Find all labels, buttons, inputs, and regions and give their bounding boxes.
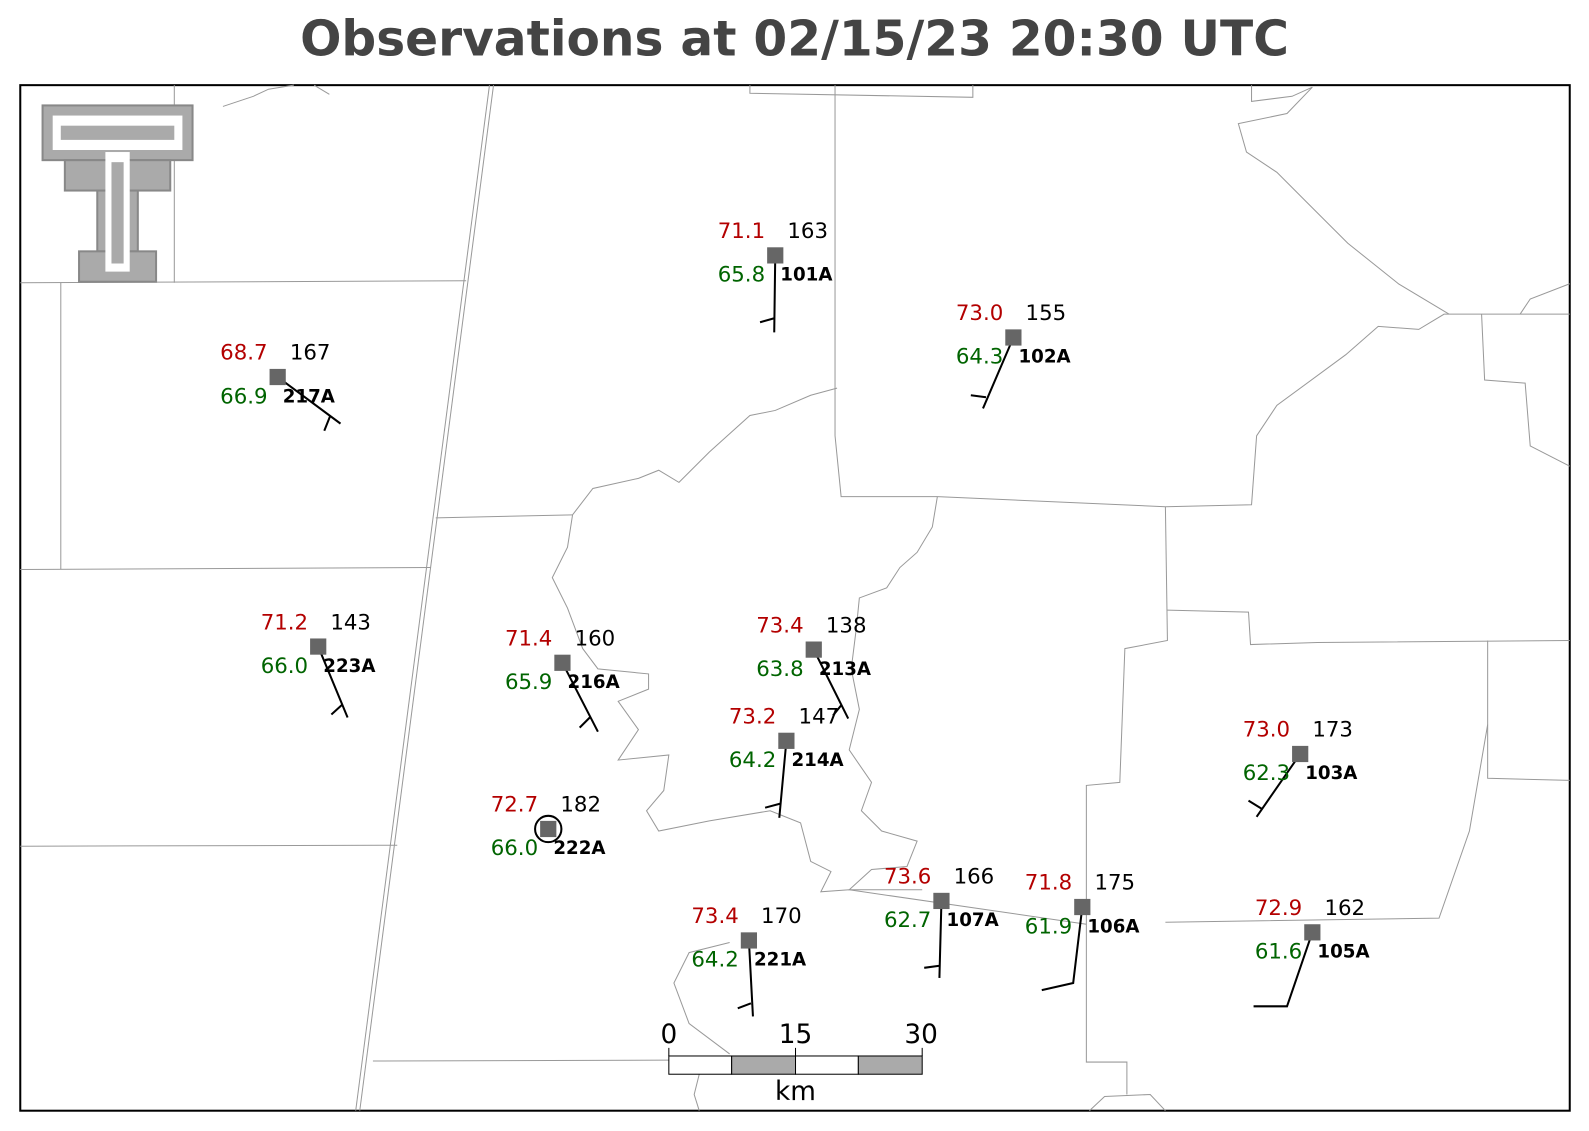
pressure: 155	[1026, 301, 1067, 326]
temperature: 72.9	[1255, 896, 1302, 921]
stations: 71.1 163 65.8 101A 73.0 155 64.3 102A 68.7 167 66.…	[220, 219, 1370, 973]
dewpoint: 64.2	[729, 748, 776, 773]
dewpoint: 63.8	[756, 657, 803, 682]
station-id: 101A	[780, 265, 833, 286]
pressure: 147	[799, 705, 840, 730]
pressure: 173	[1312, 718, 1353, 743]
station-marker	[269, 368, 286, 386]
station-marker	[310, 638, 327, 655]
station-marker	[1304, 924, 1321, 941]
temperature: 71.8	[1025, 871, 1072, 896]
dewpoint: 62.3	[1243, 761, 1290, 786]
scale-unit: km	[775, 1077, 816, 1107]
dewpoint: 66.0	[261, 654, 308, 679]
scale-label: 30	[904, 1020, 938, 1050]
pressure: 160	[575, 626, 616, 651]
title: Observations at 02/15/23 20:30 UTC	[300, 12, 1289, 68]
station-id: 107A	[947, 910, 1000, 931]
dewpoint: 62.7	[884, 908, 931, 933]
temperature: 73.0	[956, 301, 1003, 326]
station-marker	[540, 820, 557, 838]
temperature: 72.7	[491, 793, 538, 818]
logo	[41, 104, 194, 283]
station-id: 217A	[283, 386, 336, 407]
station-id: 103A	[1305, 763, 1358, 784]
station-id: 105A	[1317, 942, 1370, 963]
station-marker	[740, 932, 758, 949]
station-id: 216A	[568, 672, 621, 693]
dewpoint: 64.2	[691, 948, 738, 973]
station-marker	[554, 654, 571, 671]
pressure: 182	[560, 793, 601, 818]
station-marker	[1292, 745, 1309, 763]
temperature: 71.1	[718, 219, 765, 244]
dewpoint: 64.3	[956, 345, 1003, 370]
scale-label: 0	[660, 1020, 677, 1050]
station-id: 102A	[1018, 347, 1071, 368]
station-id: 222A	[553, 838, 606, 859]
pressure: 162	[1325, 896, 1366, 921]
wind-barbs	[277, 255, 1314, 1017]
temperature: 73.0	[1243, 718, 1290, 743]
temperature: 71.4	[505, 626, 552, 651]
dewpoint: 65.8	[718, 263, 765, 288]
map-frame	[19, 84, 1571, 1112]
station-marker	[767, 247, 784, 264]
station-id: 223A	[323, 656, 376, 677]
pressure: 170	[761, 904, 802, 929]
pressure: 143	[330, 610, 371, 635]
scale-bar: 0 15 30 km	[660, 1020, 937, 1107]
pressure: 166	[954, 865, 995, 890]
dewpoint: 65.9	[505, 670, 552, 695]
dewpoint: 61.6	[1255, 940, 1302, 965]
dewpoint: 66.0	[491, 836, 538, 861]
dewpoint: 66.9	[220, 384, 267, 409]
temperature: 73.6	[884, 865, 931, 890]
pressure: 175	[1094, 871, 1135, 896]
pressure: 138	[826, 613, 867, 638]
pressure: 167	[290, 341, 331, 366]
temperature: 73.2	[729, 705, 776, 730]
station-id: 106A	[1087, 916, 1140, 937]
station-id: 221A	[754, 950, 807, 971]
pressure: 163	[787, 219, 828, 244]
temperature: 73.4	[691, 904, 738, 929]
station-marker	[1005, 329, 1022, 346]
scale-label: 15	[779, 1020, 813, 1050]
station-id: 213A	[819, 659, 872, 680]
boundaries	[20, 84, 1570, 1112]
station-marker	[805, 641, 822, 658]
temperature: 68.7	[220, 341, 267, 366]
temperature: 71.2	[261, 610, 308, 635]
dewpoint: 61.9	[1025, 914, 1072, 939]
station-marker	[1074, 898, 1091, 916]
station-marker	[778, 732, 795, 749]
station-marker	[933, 892, 950, 910]
temperature: 73.4	[756, 613, 803, 638]
station-id: 214A	[791, 750, 844, 771]
